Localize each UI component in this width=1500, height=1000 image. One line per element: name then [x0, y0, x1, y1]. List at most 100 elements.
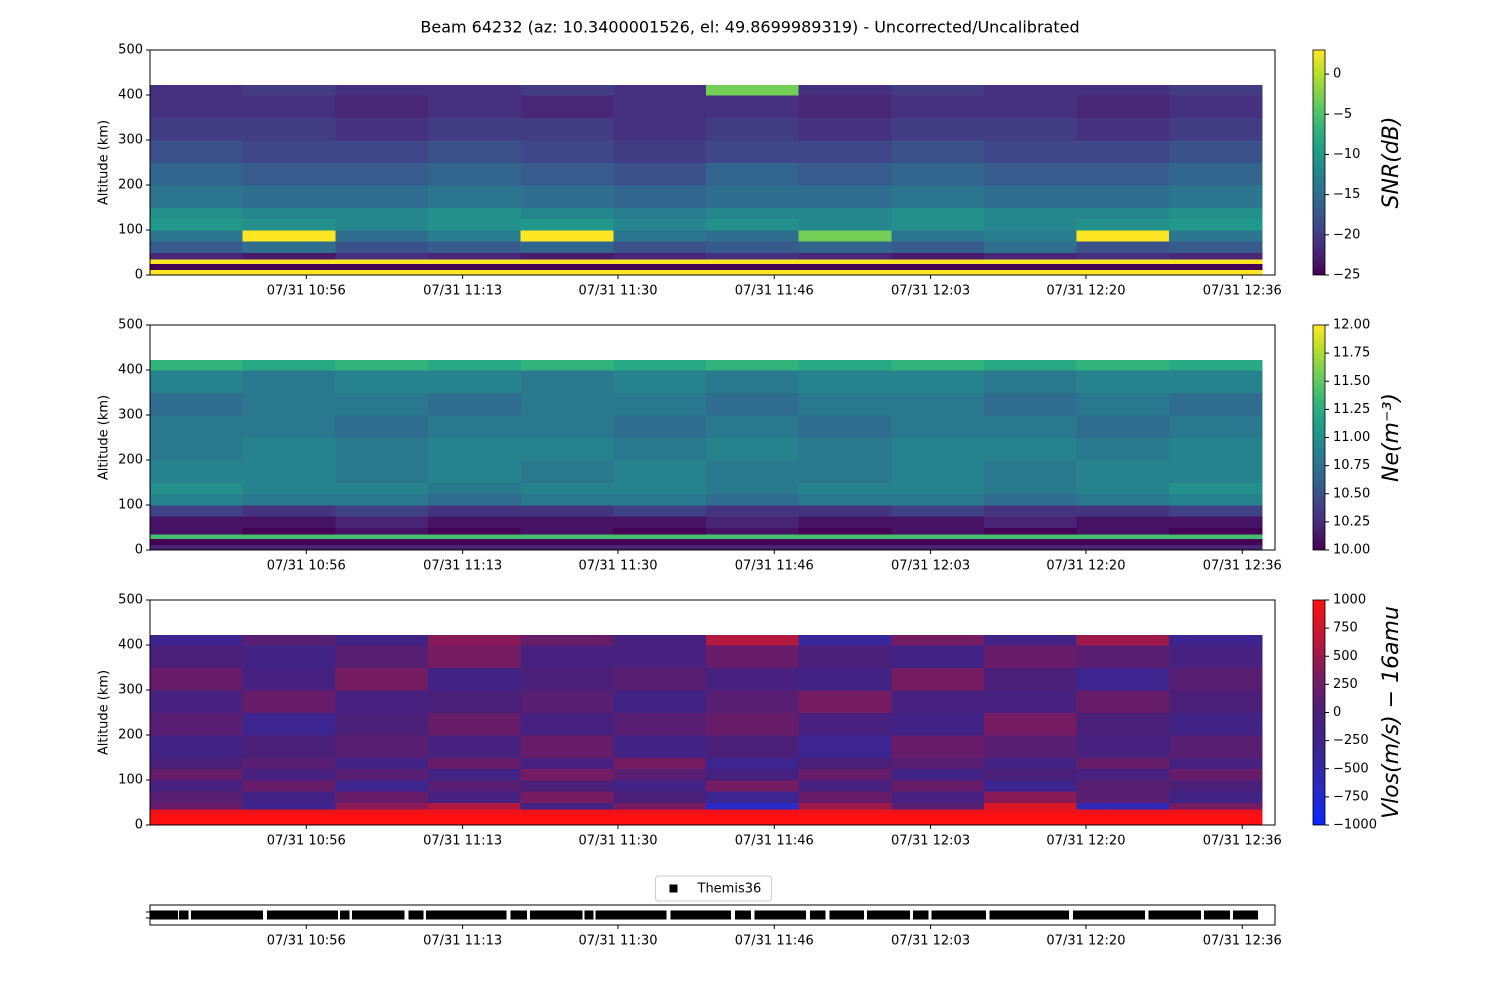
heatmap-cell: [1076, 95, 1170, 118]
heatmap-cell: [891, 645, 985, 668]
heatmap-cell: [242, 437, 336, 461]
heatmap-cell: [335, 85, 429, 96]
heatmap-cell: [427, 802, 522, 810]
heatmap-cell: [427, 791, 522, 803]
colorbar-tick-label: −500: [1333, 761, 1369, 776]
heatmap-cell: [613, 757, 707, 770]
y-tick-label: 400: [118, 88, 143, 103]
heatmap-cell: [1076, 207, 1170, 220]
heatmap-cell: [520, 768, 614, 781]
x-tick-label: 07/31 11:13: [423, 834, 502, 849]
heatmap-cell: [705, 645, 800, 668]
heatmap-cell: [242, 534, 336, 540]
scatter-marker: [679, 910, 690, 920]
heatmap-cell: [613, 269, 707, 276]
heatmap-cell: [1076, 185, 1170, 208]
heatmap-cell: [150, 85, 244, 96]
heatmap-cell: [1076, 813, 1170, 820]
heatmap-cell: [1169, 516, 1263, 528]
scatter-marker: [1191, 910, 1202, 920]
colorbar-tick-label: 10.50: [1333, 486, 1370, 501]
heatmap-cell: [427, 415, 522, 438]
heatmap-cell: [1076, 460, 1170, 483]
heatmap-cell: [427, 482, 522, 495]
heatmap-cell: [520, 780, 614, 792]
heatmap-cell: [613, 241, 707, 253]
heatmap-cell: [1076, 645, 1170, 668]
y-tick-label: 0: [135, 818, 143, 833]
scatter-marker: [919, 910, 929, 920]
heatmap-cell: [798, 117, 892, 141]
heatmap-cell: [335, 460, 429, 483]
heatmap-cell: [798, 370, 892, 393]
heatmap-cell: [891, 263, 985, 270]
heatmap-cell: [798, 757, 892, 770]
heatmap-cell: [983, 780, 1078, 792]
scatter-marker: [168, 910, 179, 920]
x-tick-label: 07/31 11:46: [735, 834, 814, 849]
heatmap-cell: [891, 207, 985, 220]
heatmap-cell: [520, 207, 614, 220]
heatmap-cell: [1076, 527, 1170, 535]
heatmap-cell: [520, 259, 614, 265]
heatmap-cell: [1169, 791, 1263, 803]
y-tick-label: 100: [118, 223, 143, 238]
heatmap-cell: [891, 809, 985, 815]
heatmap-cell: [798, 667, 892, 691]
heatmap-cell: [242, 185, 336, 208]
scatter-marker: [1135, 910, 1145, 920]
heatmap-cell: [798, 527, 892, 535]
x-tick-label: 07/31 11:30: [578, 934, 657, 949]
heatmap-cell: [520, 809, 614, 815]
heatmap-cell: [891, 768, 985, 781]
colorbar-tick-label: 10.25: [1333, 514, 1370, 529]
heatmap-cell: [613, 635, 707, 646]
heatmap-cell: [798, 360, 892, 371]
axes-frame: [149, 324, 1276, 551]
heatmap-cell: [242, 819, 336, 826]
heatmap-cell: [1169, 437, 1263, 461]
heatmap-cell: [798, 218, 892, 231]
heatmap-cell: [1169, 505, 1263, 517]
x-tick-label: 07/31 11:13: [423, 559, 502, 574]
y-axis-label: Altitude (km): [97, 670, 112, 755]
colorbar-tick-label: 10.75: [1333, 458, 1370, 473]
heatmap-cell: [891, 791, 985, 803]
heatmap-cell: [427, 95, 522, 118]
heatmap-cell: [798, 252, 892, 260]
heatmap-cell: [613, 95, 707, 118]
heatmap-cell: [798, 415, 892, 438]
heatmap-cell: [150, 516, 244, 528]
heatmap-cell: [798, 392, 892, 416]
heatmap-cell: [983, 259, 1078, 265]
heatmap-cell: [705, 534, 800, 540]
heatmap-cell: [427, 538, 522, 545]
heatmap-cell: [242, 360, 336, 371]
scatter-marker: [698, 910, 708, 920]
x-tick-label: 07/31 10:56: [267, 834, 346, 849]
heatmap-cell: [335, 813, 429, 820]
heatmap-cell: [150, 819, 244, 826]
heatmap-cell: [242, 690, 336, 713]
heatmap-cell: [427, 819, 522, 826]
heatmap-cell: [613, 360, 707, 371]
heatmap-cell: [1169, 757, 1263, 770]
heatmap-cell: [983, 370, 1078, 393]
x-tick-label: 07/31 11:13: [423, 284, 502, 299]
heatmap-cell: [798, 85, 892, 96]
scatter-marker: [1017, 910, 1027, 920]
heatmap-cell: [242, 259, 336, 265]
colorbar-tick-label: 11.75: [1333, 346, 1370, 361]
heatmap-cell: [705, 538, 800, 545]
heatmap-cell: [242, 252, 336, 260]
scatter-marker: [548, 910, 559, 920]
heatmap-cell: [242, 415, 336, 438]
heatmap-cell: [891, 690, 985, 713]
scatter-marker: [773, 910, 783, 920]
heatmap-cell: [891, 95, 985, 118]
scatter-marker: [1220, 910, 1231, 920]
heatmap-cell: [1169, 819, 1263, 826]
scatter-marker: [885, 910, 896, 920]
heatmap-cell: [427, 85, 522, 96]
heatmap-cell: [983, 809, 1078, 815]
